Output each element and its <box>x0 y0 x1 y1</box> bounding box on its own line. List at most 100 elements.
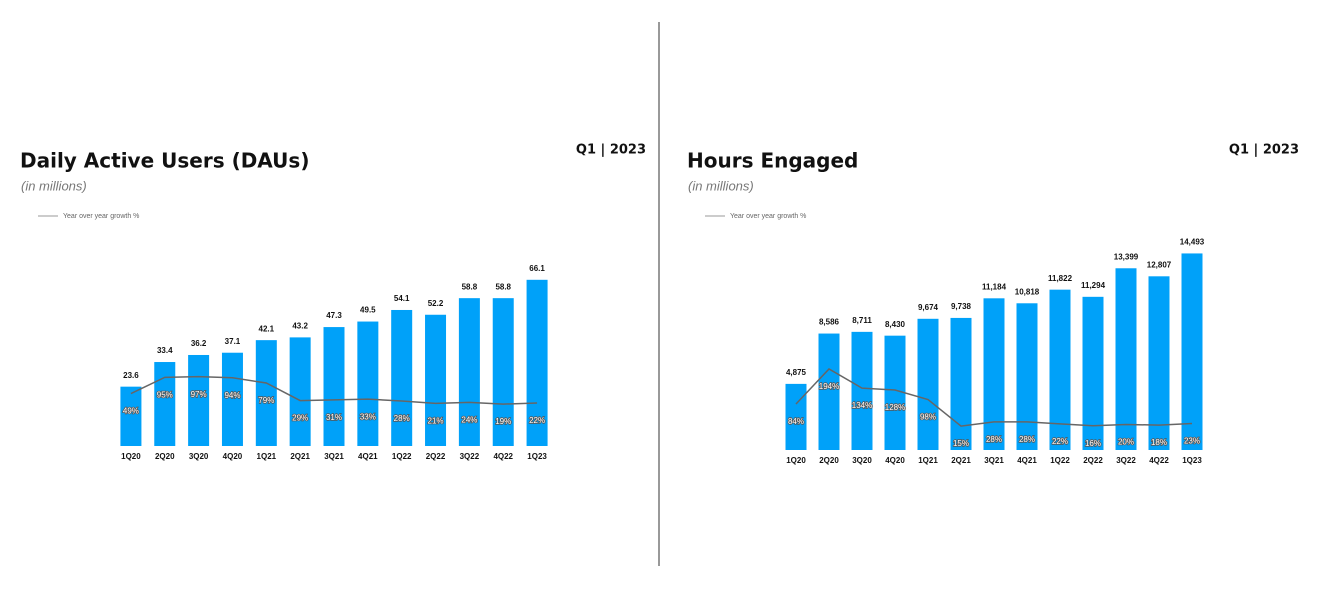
chart-subtitle: (in millions) <box>688 178 754 193</box>
bar <box>289 337 311 446</box>
x-tick-label: 1Q20 <box>121 452 141 461</box>
growth-label: 31% <box>326 413 342 422</box>
growth-label: 97% <box>191 390 207 399</box>
growth-label: 28% <box>986 435 1002 444</box>
bar <box>188 354 210 446</box>
growth-label: 194% <box>819 382 839 391</box>
growth-label: 33% <box>360 412 376 421</box>
chart: Hours Engaged (in millions) Q1 | 2023 1Q20 2… <box>687 143 1299 466</box>
bar <box>391 309 413 446</box>
growth-label: 28% <box>394 414 410 423</box>
bar <box>154 362 176 446</box>
growth-label: 15% <box>953 439 969 448</box>
x-tick-label: 2Q20 <box>819 456 839 465</box>
x-tick-label: 1Q21 <box>257 452 277 461</box>
growth-label: 24% <box>461 415 477 424</box>
value-label: 12,807 <box>1147 260 1172 269</box>
x-tick-label: 4Q22 <box>493 452 513 461</box>
x-tick-label: 2Q22 <box>1083 456 1103 465</box>
value-label: 8,711 <box>852 316 872 325</box>
bar <box>458 298 480 446</box>
chart-subtitle: (in millions) <box>21 178 87 193</box>
x-tick-label: 2Q22 <box>426 452 446 461</box>
growth-label: 21% <box>428 417 444 426</box>
period-label: Q1 | 2023 <box>1229 143 1299 158</box>
value-label: 8,586 <box>819 318 840 327</box>
chart-title: Hours Engaged <box>687 149 858 173</box>
x-tick-label: 2Q21 <box>290 452 310 461</box>
value-label: 33.4 <box>157 346 173 355</box>
bar <box>425 314 447 446</box>
growth-label: 79% <box>258 396 274 405</box>
value-label: 8,430 <box>885 320 906 329</box>
x-tick-label: 1Q21 <box>918 456 938 465</box>
bar <box>1082 296 1104 450</box>
growth-label: 98% <box>920 413 936 422</box>
value-label: 9,674 <box>918 303 939 312</box>
bar <box>950 317 972 450</box>
growth-label: 49% <box>123 407 139 416</box>
x-tick-label: 2Q21 <box>951 456 971 465</box>
bar <box>983 298 1005 450</box>
x-tick-label: 1Q22 <box>1050 456 1070 465</box>
value-label: 9,738 <box>951 302 972 311</box>
value-label: 11,184 <box>982 282 1007 291</box>
growth-label: 95% <box>157 390 173 399</box>
bar <box>357 321 379 446</box>
value-label: 11,822 <box>1048 274 1073 283</box>
bar <box>221 352 243 446</box>
bar <box>526 279 548 446</box>
growth-line <box>795 367 1193 427</box>
growth-label: 22% <box>529 416 545 425</box>
growth-label: 128% <box>885 403 905 412</box>
x-tick-label: 4Q20 <box>885 456 905 465</box>
growth-label: 18% <box>1151 438 1167 447</box>
bar <box>884 335 906 450</box>
x-tick-label: 3Q22 <box>460 452 480 461</box>
x-tick-label: 3Q21 <box>324 452 344 461</box>
chart: Daily Active Users (DAUs) (in millions) Q1… <box>20 143 646 462</box>
value-label: 14,493 <box>1180 238 1205 247</box>
x-tick-label: 4Q20 <box>223 452 243 461</box>
bar <box>1016 303 1038 450</box>
value-label: 66.1 <box>529 264 545 273</box>
bar <box>818 333 840 450</box>
bar <box>851 331 873 450</box>
value-label: 52.2 <box>428 299 444 308</box>
value-label: 11,294 <box>1081 281 1106 290</box>
x-tick-label: 1Q23 <box>527 452 547 461</box>
bar <box>492 298 514 446</box>
growth-label: 23% <box>1184 437 1200 446</box>
growth-label: 84% <box>788 417 804 426</box>
value-label: 13,399 <box>1114 252 1139 261</box>
x-tick-label: 1Q20 <box>786 456 806 465</box>
value-label: 23.6 <box>123 371 139 380</box>
growth-label: 134% <box>852 401 872 410</box>
value-label: 58.8 <box>462 282 478 291</box>
growth-label: 29% <box>292 414 308 423</box>
x-tick-label: 3Q22 <box>1116 456 1136 465</box>
value-label: 58.8 <box>495 282 511 291</box>
value-label: 42.1 <box>259 324 275 333</box>
value-label: 54.1 <box>394 294 410 303</box>
growth-label: 20% <box>1118 438 1134 447</box>
value-label: 4,875 <box>786 368 807 377</box>
x-tick-label: 4Q21 <box>358 452 378 461</box>
legend-label: Year over year growth % <box>730 213 806 220</box>
x-tick-label: 1Q22 <box>392 452 412 461</box>
chart-title: Daily Active Users (DAUs) <box>20 149 309 173</box>
bar <box>917 318 939 450</box>
bar <box>1115 268 1137 450</box>
value-label: 10,818 <box>1015 287 1040 296</box>
value-label: 49.5 <box>360 306 376 315</box>
period-label: Q1 | 2023 <box>576 143 646 158</box>
x-tick-label: 3Q20 <box>852 456 872 465</box>
growth-label: 94% <box>224 391 240 400</box>
bar <box>255 340 277 446</box>
bar <box>1148 276 1170 450</box>
value-label: 47.3 <box>326 311 342 320</box>
x-tick-label: 4Q22 <box>1149 456 1169 465</box>
growth-line <box>130 375 538 405</box>
bar <box>785 383 807 450</box>
legend-label: Year over year growth % <box>63 213 139 220</box>
